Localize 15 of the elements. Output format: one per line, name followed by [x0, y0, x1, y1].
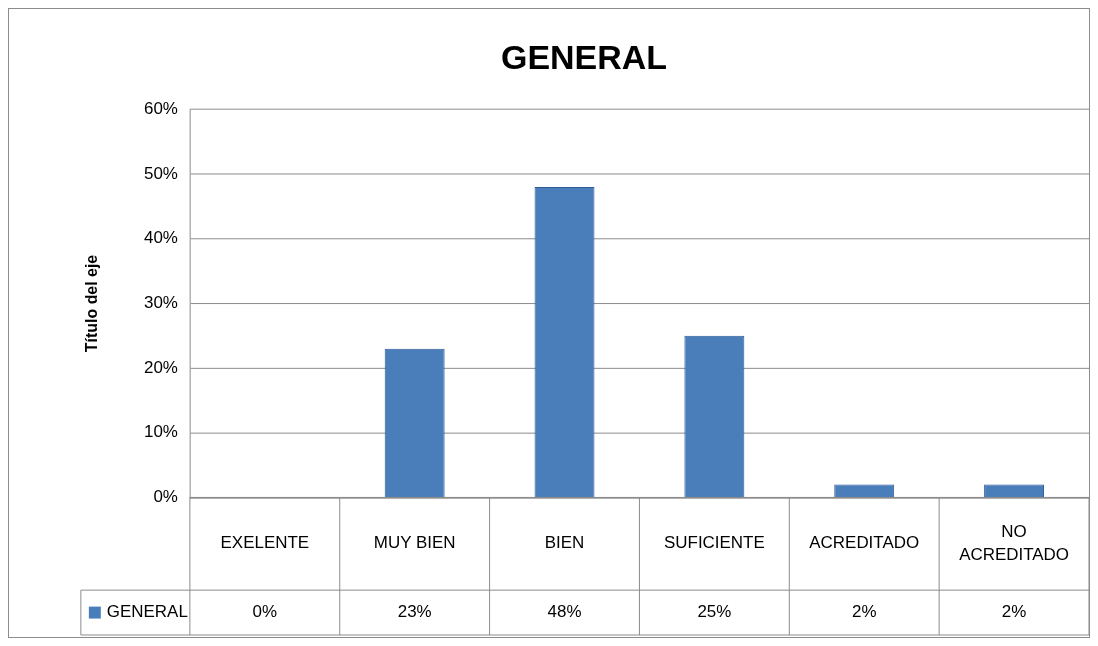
x-tick-label: NO ACREDITADO — [959, 522, 1070, 564]
y-tick-label: 0% — [153, 487, 178, 507]
x-tick-label: MUY BIEN — [373, 533, 456, 553]
y-tick-label: 30% — [143, 293, 178, 313]
x-tick-label: EXELENTE — [220, 533, 310, 553]
y-tick-label: 60% — [143, 99, 178, 119]
y-tick-label: 20% — [143, 357, 178, 377]
x-tick-label: ACREDITADO — [809, 533, 920, 553]
y-tick-label: 10% — [143, 422, 178, 442]
y-tick-label: 50% — [143, 163, 178, 183]
x-tick-label: BIEN — [544, 533, 585, 553]
chart-title: GENERAL — [500, 37, 667, 76]
y-tick-label: 40% — [143, 228, 178, 248]
x-tick-label: SUFICIENTE — [663, 533, 765, 553]
y-axis-title: Título del eje — [82, 254, 100, 353]
